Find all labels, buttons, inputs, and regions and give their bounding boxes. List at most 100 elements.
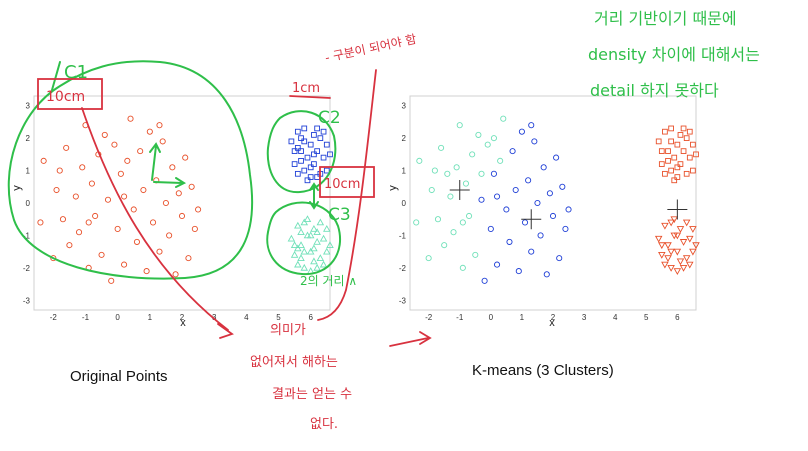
data-point-square: [665, 148, 671, 154]
data-point-circle: [137, 148, 144, 155]
data-point-square: [677, 132, 684, 138]
data-point-triangle-down: [689, 226, 697, 233]
y-tick-label: 1: [26, 167, 31, 176]
data-point-square: [674, 164, 681, 171]
data-point-circle: [114, 225, 121, 232]
data-point-circle: [98, 251, 105, 258]
x-tick-label: 1: [148, 313, 153, 322]
data-point-triangle-down: [673, 248, 682, 256]
data-point-triangle: [300, 263, 309, 271]
y-tick-label: -1: [23, 231, 31, 240]
data-point-circle: [101, 131, 108, 138]
data-point-circle: [111, 141, 118, 148]
data-point-circle: [63, 144, 70, 151]
data-point-circle: [441, 242, 448, 249]
data-point-triangle: [294, 221, 302, 229]
x-tick-label: 4: [613, 313, 618, 322]
x-tick-label: -2: [425, 313, 433, 322]
data-point-square: [298, 135, 304, 142]
data-point-triangle-down: [667, 219, 675, 227]
data-point-circle: [484, 141, 491, 148]
data-point-square: [294, 145, 301, 151]
green-annotations: [7, 60, 342, 280]
data-point-circle: [553, 154, 560, 161]
data-point-triangle-down: [676, 226, 685, 233]
data-point-square: [686, 128, 693, 135]
data-point-square: [291, 161, 298, 167]
green-note-line-2: density 차이에 대해서는: [588, 45, 760, 64]
data-point-triangle-down: [667, 248, 675, 256]
data-point-circle: [450, 229, 457, 236]
centroid-markers: [449, 180, 688, 230]
data-point-circle: [159, 138, 166, 145]
box-10cm-left: [37, 78, 103, 110]
data-point-circle: [438, 144, 445, 151]
chart-original-points: -2 -1 0 1 2 3 4 5 6 -3 -2 -1 0 1 2 3 x y: [11, 95, 334, 329]
x-tick-label: 5: [644, 313, 649, 322]
data-point-square: [301, 125, 308, 132]
data-point-circle: [512, 186, 519, 194]
x-tick-label: -1: [456, 313, 464, 322]
data-point-circle: [182, 154, 189, 161]
data-point-circle: [556, 255, 563, 262]
data-point-square: [298, 157, 304, 164]
data-point-circle: [459, 264, 466, 271]
data-point-circle: [565, 206, 572, 213]
data-point-square: [662, 170, 668, 177]
x-tick-label: 0: [115, 313, 120, 322]
data-point-circle: [149, 219, 157, 226]
data-point-circle: [133, 238, 141, 245]
data-points-right: [413, 115, 700, 284]
data-point-circle: [40, 157, 47, 164]
data-point-circle: [146, 128, 153, 135]
data-point-circle: [478, 196, 485, 203]
data-point-circle: [172, 271, 179, 278]
red-annotations: [37, 69, 432, 347]
data-point-square: [680, 148, 687, 154]
data-point-triangle: [297, 254, 305, 261]
data-point-square: [655, 138, 662, 145]
data-point-square: [323, 141, 330, 148]
data-point-triangle-down: [686, 261, 694, 269]
data-point-circle: [121, 261, 128, 268]
data-point-circle: [169, 164, 176, 171]
y-tick-label: -3: [23, 296, 31, 305]
data-point-circle: [124, 157, 131, 164]
data-point-triangle-down: [679, 264, 688, 272]
data-point-triangle: [323, 247, 331, 255]
data-point-triangle: [313, 237, 321, 245]
y-axis-label-left: y: [11, 185, 23, 191]
data-point-circle: [487, 225, 494, 232]
data-point-triangle: [323, 225, 331, 232]
data-point-triangle-down: [661, 261, 669, 269]
data-point-circle: [72, 193, 79, 200]
data-point-triangle: [313, 263, 321, 271]
data-point-circle: [509, 148, 516, 155]
x-tick-label: 6: [675, 313, 680, 322]
x-tick-label: 5: [276, 313, 281, 322]
data-point-square: [304, 154, 311, 161]
data-point-triangle-down: [661, 222, 669, 230]
data-point-circle: [162, 199, 169, 207]
c1-arrow-right: [153, 177, 187, 188]
data-point-triangle: [300, 218, 309, 226]
green-note-line-3: detail 하지 못하다: [590, 81, 719, 100]
data-point-triangle: [310, 257, 318, 265]
data-point-circle: [490, 135, 497, 142]
data-point-triangle: [306, 231, 315, 239]
data-point-circle: [79, 164, 86, 171]
red-note-line-2: 없어져서 해하는: [250, 355, 338, 370]
data-point-circle: [525, 177, 532, 184]
centroid-plus-icon: [521, 209, 542, 230]
data-point-circle: [66, 242, 73, 249]
data-points-left: [37, 115, 334, 284]
box-10cm-right: [319, 166, 375, 198]
data-point-circle: [543, 271, 550, 278]
data-point-circle: [431, 167, 438, 174]
data-point-circle: [497, 157, 504, 164]
data-point-circle: [456, 122, 463, 129]
data-point-square: [327, 151, 333, 158]
data-point-circle: [478, 170, 485, 177]
cluster-c2-outline: [266, 110, 337, 194]
